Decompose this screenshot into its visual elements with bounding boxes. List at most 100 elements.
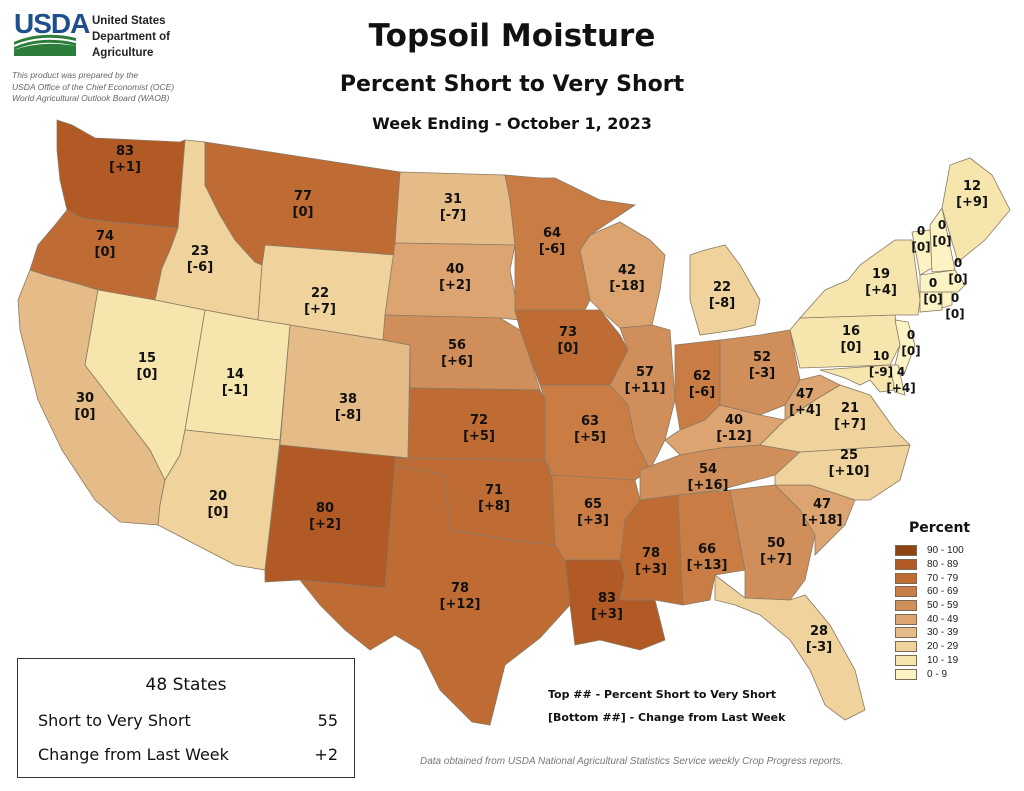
state-value-al: 66	[698, 542, 716, 557]
legend-swatch	[895, 559, 917, 571]
state-value-nh: 0	[938, 218, 946, 232]
summary-row: Change from Last Week +2	[38, 745, 338, 764]
state-change-nm: [+2]	[309, 517, 341, 532]
state-co	[279, 324, 411, 459]
state-change-de: [+4]	[886, 381, 915, 395]
state-nj	[894, 319, 916, 373]
labels-layer: 83 [+1] 74 [0] 30 [0] 15 [0] 23 [-6] 77 …	[75, 144, 988, 655]
state-value-ga: 50	[767, 536, 785, 551]
state-change-sd: [+2]	[439, 278, 471, 293]
legend-item: 50 - 59	[895, 599, 995, 613]
legend-item: 30 - 39	[895, 626, 995, 640]
state-value-fl: 28	[810, 624, 828, 639]
agency-name: United States Department of Agriculture	[92, 13, 170, 61]
state-value-wa: 83	[116, 144, 134, 159]
state-change-ar: [+3]	[577, 513, 609, 528]
state-value-md: 10	[873, 349, 890, 363]
legend-label: 50 - 59	[927, 600, 959, 612]
state-change-ms: [+3]	[635, 562, 667, 577]
summary-box: 48 States Short to Very Short 55 Change …	[17, 658, 355, 778]
state-value-tn: 54	[699, 462, 717, 477]
state-change-mt: [0]	[293, 205, 314, 220]
state-me	[941, 157, 1011, 263]
legend-label: 60 - 69	[927, 586, 959, 598]
state-value-nj: 0	[907, 328, 915, 342]
state-value-mt: 77	[294, 189, 312, 204]
usda-logo-mark-icon	[13, 34, 77, 56]
state-value-wv: 47	[796, 387, 814, 402]
state-value-nv: 15	[138, 351, 156, 366]
state-value-ky: 40	[725, 413, 743, 428]
state-value-il: 57	[636, 365, 654, 380]
state-change-az: [0]	[208, 505, 229, 520]
legend-item: 70 - 79	[895, 571, 995, 585]
state-value-ks: 72	[470, 413, 488, 428]
legend-item: 60 - 69	[895, 585, 995, 599]
state-value-nc: 25	[840, 448, 858, 463]
legend-swatch	[895, 654, 917, 666]
states-layer	[17, 119, 1011, 726]
state-change-me: [+9]	[956, 195, 988, 210]
legend-item: 10 - 19	[895, 654, 995, 668]
state-change-tn: [+16]	[688, 478, 729, 493]
state-change-wa: [+1]	[109, 160, 141, 175]
state-value-or: 74	[96, 229, 114, 244]
state-change-co: [-8]	[335, 408, 361, 423]
state-change-ca: [0]	[75, 407, 96, 422]
legend-label: 0 - 9	[927, 668, 948, 680]
state-change-ri: [0]	[945, 307, 964, 321]
state-value-de: 4	[897, 365, 905, 379]
agency-line: United States	[92, 15, 166, 27]
state-value-ut: 14	[226, 367, 244, 382]
state-value-nm: 80	[316, 501, 334, 516]
legend-swatch	[895, 641, 917, 653]
state-change-wy: [+7]	[304, 302, 336, 317]
state-value-va: 21	[841, 401, 859, 416]
state-change-tx: [+12]	[440, 597, 481, 612]
state-value-co: 38	[339, 392, 357, 407]
agency-line: Department of	[92, 31, 170, 43]
state-value-tx: 78	[451, 581, 469, 596]
legend-swatch	[895, 668, 917, 680]
legend-swatch	[895, 572, 917, 584]
state-change-nj: [0]	[901, 344, 920, 358]
state-ri	[941, 291, 953, 309]
state-value-az: 20	[209, 489, 227, 504]
note-top-value: Top ## - Percent Short to Very Short	[548, 688, 777, 701]
state-change-ny: [+4]	[865, 283, 897, 298]
state-value-mo: 63	[581, 414, 599, 429]
state-change-il: [+11]	[625, 381, 666, 396]
legend-swatch	[895, 627, 917, 639]
state-value-ca: 30	[76, 391, 94, 406]
state-change-al: [+13]	[687, 558, 728, 573]
state-change-mo: [+5]	[574, 430, 606, 445]
state-value-oh: 52	[753, 350, 771, 365]
state-change-pa: [0]	[841, 340, 862, 355]
state-value-pa: 16	[842, 324, 860, 339]
legend-swatch	[895, 586, 917, 598]
state-change-ga: [+7]	[760, 552, 792, 567]
state-value-ms: 78	[642, 546, 660, 561]
state-change-vt: [0]	[911, 240, 930, 254]
state-change-nc: [+10]	[829, 464, 870, 479]
map-title: Topsoil Moisture	[368, 18, 656, 54]
legend-item: 80 - 89	[895, 558, 995, 572]
state-value-la: 83	[598, 591, 616, 606]
legend-item: 0 - 9	[895, 667, 995, 681]
state-change-ok: [+8]	[478, 499, 510, 514]
summary-label: Short to Very Short	[38, 711, 191, 730]
state-change-or: [0]	[95, 245, 116, 260]
state-value-sc: 47	[813, 497, 831, 512]
credit-text: This product was prepared by the USDA Of…	[12, 70, 174, 105]
state-ms	[619, 494, 684, 606]
state-value-ct: 0	[929, 276, 937, 290]
state-change-nd: [-7]	[440, 208, 466, 223]
legend-label: 30 - 39	[927, 627, 959, 639]
state-change-ut: [-1]	[222, 383, 248, 398]
state-change-wv: [+4]	[789, 403, 821, 418]
state-value-vt: 0	[917, 224, 925, 238]
summary-row: Short to Very Short 55	[38, 711, 338, 730]
summary-label: Change from Last Week	[38, 745, 229, 764]
